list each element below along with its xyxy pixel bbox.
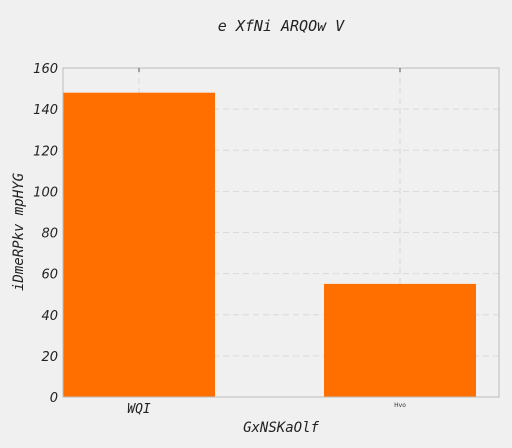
y-axis-label: iDmeRPkv mpHYG <box>11 172 27 291</box>
bars <box>63 92 476 398</box>
y-tick-label: 80 <box>41 227 58 242</box>
y-tick-label: 40 <box>41 309 58 324</box>
y-tick-label: 140 <box>33 103 58 118</box>
y-tick-label: 0 <box>50 391 58 406</box>
y-tick-label: 60 <box>41 268 58 283</box>
x-axis-ticks: WQI Hvo <box>127 68 406 417</box>
x-tick-label: Hvo <box>394 402 406 409</box>
y-tick-label: 20 <box>41 350 58 365</box>
bar-wqi <box>63 92 215 398</box>
bar-hvo <box>324 283 476 397</box>
x-tick-label: WQI <box>127 402 151 417</box>
chart-title: e XfNi ARQOw V <box>218 17 345 35</box>
y-tick-label: 100 <box>33 185 58 200</box>
y-tick-label: 160 <box>33 62 58 77</box>
y-axis-ticks: 0 20 40 60 80 100 120 140 160 <box>33 62 58 406</box>
y-tick-label: 120 <box>33 144 58 159</box>
plot-frame <box>62 67 500 398</box>
x-axis-label: GxNSKaOlf <box>243 420 319 436</box>
